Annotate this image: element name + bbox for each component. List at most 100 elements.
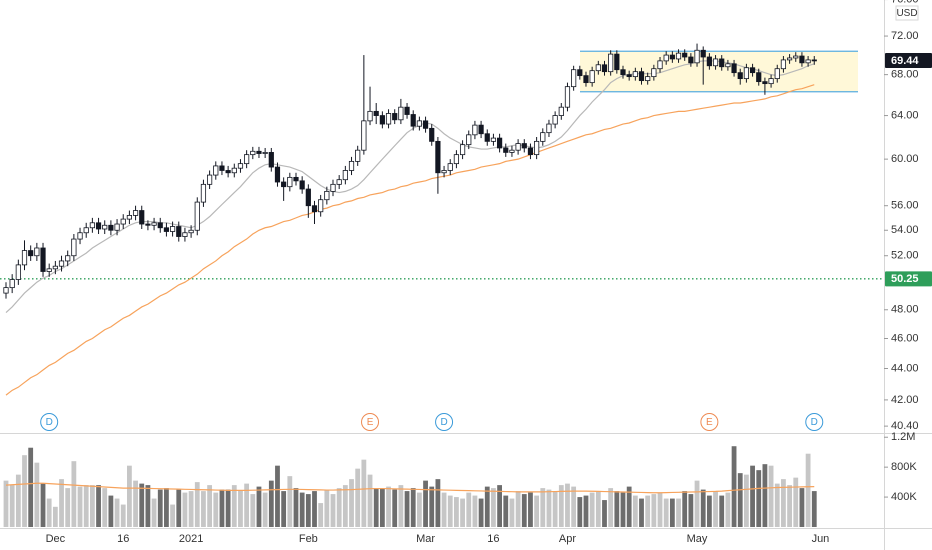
candle-body — [293, 176, 299, 182]
candle-body — [256, 150, 262, 154]
candle-body — [441, 170, 447, 174]
candle-body — [589, 70, 595, 84]
volume-bar — [145, 485, 151, 527]
event-marker — [700, 413, 719, 431]
candle-body — [558, 106, 564, 116]
volume-bar — [558, 485, 564, 527]
volume-bar — [669, 498, 675, 527]
volume-bar — [3, 480, 9, 527]
volume-bar — [133, 480, 138, 527]
volume-bar — [342, 485, 348, 527]
candle-body — [540, 132, 546, 142]
candle-body — [472, 124, 478, 136]
volume-bar — [312, 491, 317, 527]
currency-box — [895, 5, 919, 21]
volume-bar — [201, 491, 206, 527]
volume-bar — [324, 490, 330, 527]
volume-bar — [503, 495, 509, 527]
volume-bar — [762, 464, 768, 527]
volume-bar — [811, 491, 817, 527]
candle-body — [620, 69, 626, 76]
volume-bar — [77, 486, 83, 527]
price-line-label-box — [885, 271, 932, 287]
candle-body — [731, 63, 737, 74]
candle-body — [77, 232, 83, 240]
candle-body — [95, 222, 102, 230]
x-tick-label: Jun — [812, 533, 830, 545]
candle-body — [743, 67, 750, 80]
candle-body — [287, 176, 293, 188]
candle-body — [336, 179, 342, 185]
candle-body — [429, 127, 435, 142]
volume-bar — [725, 492, 731, 527]
candle-body — [774, 68, 780, 80]
event-marker — [40, 413, 59, 431]
candle-body — [521, 143, 527, 149]
volume-bar — [700, 489, 706, 527]
candle-body — [484, 133, 490, 142]
volume-bar — [423, 480, 428, 527]
volume-bar — [299, 492, 305, 527]
y-tick-label: 48.00 — [891, 304, 919, 316]
candle-body — [608, 53, 614, 73]
volume-bar — [349, 479, 354, 527]
volume-bar — [28, 447, 34, 527]
candle-body — [102, 224, 108, 230]
candle-body — [595, 64, 601, 72]
candle-body — [416, 120, 422, 127]
volume-bar — [805, 453, 811, 527]
candle-body — [40, 247, 46, 272]
volume-bar — [164, 488, 169, 527]
volume-bar — [521, 494, 527, 527]
candle-body — [478, 124, 484, 135]
candle-body — [564, 86, 571, 108]
candle-body — [663, 54, 669, 62]
x-tick-label: Dec — [46, 533, 66, 545]
candle-body — [231, 167, 237, 174]
volume-bar — [416, 492, 422, 527]
volume-bar — [373, 488, 379, 527]
candle-body — [422, 120, 429, 129]
candle-body — [250, 150, 256, 156]
y-tick-label: 400K — [891, 491, 917, 503]
candle-body — [176, 226, 182, 237]
y-tick-label: 68.00 — [891, 69, 919, 81]
volume-average — [5, 482, 815, 494]
y-tick-label: 40.40 — [891, 420, 919, 432]
candle-body — [799, 55, 805, 64]
candle-body — [786, 57, 793, 61]
y-tick-label: 76.00 — [891, 0, 919, 5]
volume-bar — [682, 491, 688, 527]
volume-bar — [472, 495, 478, 527]
candle-body — [638, 71, 645, 82]
volume-bar — [614, 491, 620, 527]
candle-body — [496, 137, 503, 149]
volume-bar — [602, 500, 607, 527]
candle-body — [281, 181, 287, 188]
volume-bar — [497, 485, 502, 527]
volume-bar — [546, 489, 552, 527]
candle-body — [225, 170, 231, 174]
candle-body — [139, 210, 145, 225]
x-tick-label: Mar — [416, 533, 435, 545]
volume-bar — [608, 488, 614, 527]
candle-body — [577, 69, 583, 77]
candle-body — [546, 123, 552, 134]
volume-bar — [102, 488, 108, 527]
volume-bar — [756, 470, 762, 527]
candle-body — [355, 149, 361, 162]
volume-bar — [151, 498, 157, 527]
candle-body — [108, 224, 114, 231]
volume-bar — [441, 492, 447, 527]
volume-bar — [305, 494, 311, 527]
volume-bar — [293, 488, 299, 527]
volume-bar — [83, 485, 89, 527]
volume-bar — [534, 495, 540, 527]
volume-bar — [281, 491, 287, 527]
y-tick-label: 42.00 — [891, 394, 919, 406]
event-label: D — [811, 417, 818, 428]
y-tick-label: 64.00 — [891, 109, 919, 121]
volume-bar — [688, 494, 694, 527]
volume-bar — [244, 483, 250, 527]
candle-body — [311, 205, 318, 213]
